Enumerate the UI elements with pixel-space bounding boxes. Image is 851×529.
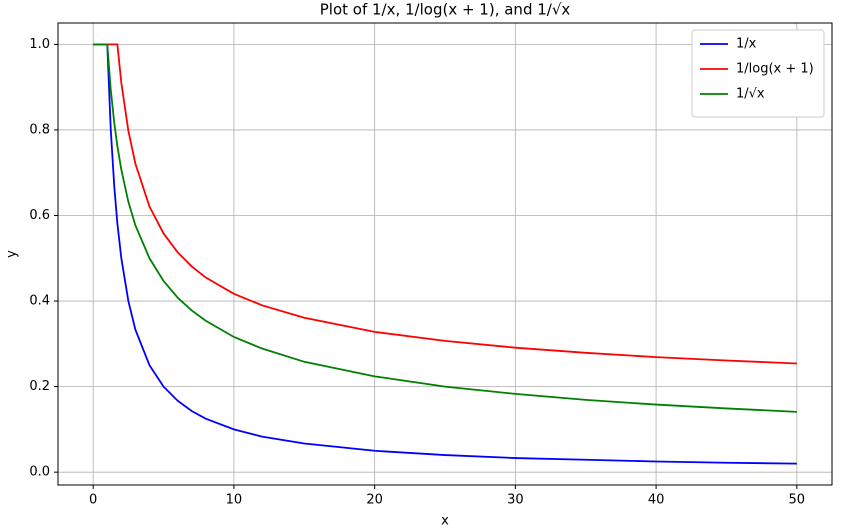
series-line <box>93 43 797 413</box>
y-tick-label: 0.8 <box>29 122 50 137</box>
legend-label: 1/√x <box>736 87 765 102</box>
chart-title: Plot of 1/x, 1/log(x + 1), and 1/√x <box>320 1 571 19</box>
series-line <box>93 43 797 465</box>
x-tick-label: 20 <box>366 493 383 508</box>
y-tick-label: 1.0 <box>29 37 50 52</box>
y-tick-label: 0.2 <box>29 379 50 394</box>
y-tick-label: 0.0 <box>29 465 50 480</box>
x-tick-label: 10 <box>226 493 243 508</box>
x-tick-label: 50 <box>789 493 806 508</box>
x-tick-label: 0 <box>89 493 97 508</box>
legend-box <box>691 29 825 118</box>
legend-label: 1/x <box>736 37 757 52</box>
x-axis-label: x <box>441 514 449 529</box>
y-tick-label: 0.6 <box>29 208 50 223</box>
legend-label: 1/log(x + 1) <box>736 62 814 77</box>
x-tick-label: 40 <box>648 493 665 508</box>
plot-frame <box>57 22 833 486</box>
y-tick-label: 0.4 <box>29 294 50 309</box>
series-line <box>93 43 797 365</box>
x-tick-label: 30 <box>507 493 524 508</box>
y-axis-label: y <box>5 250 20 258</box>
